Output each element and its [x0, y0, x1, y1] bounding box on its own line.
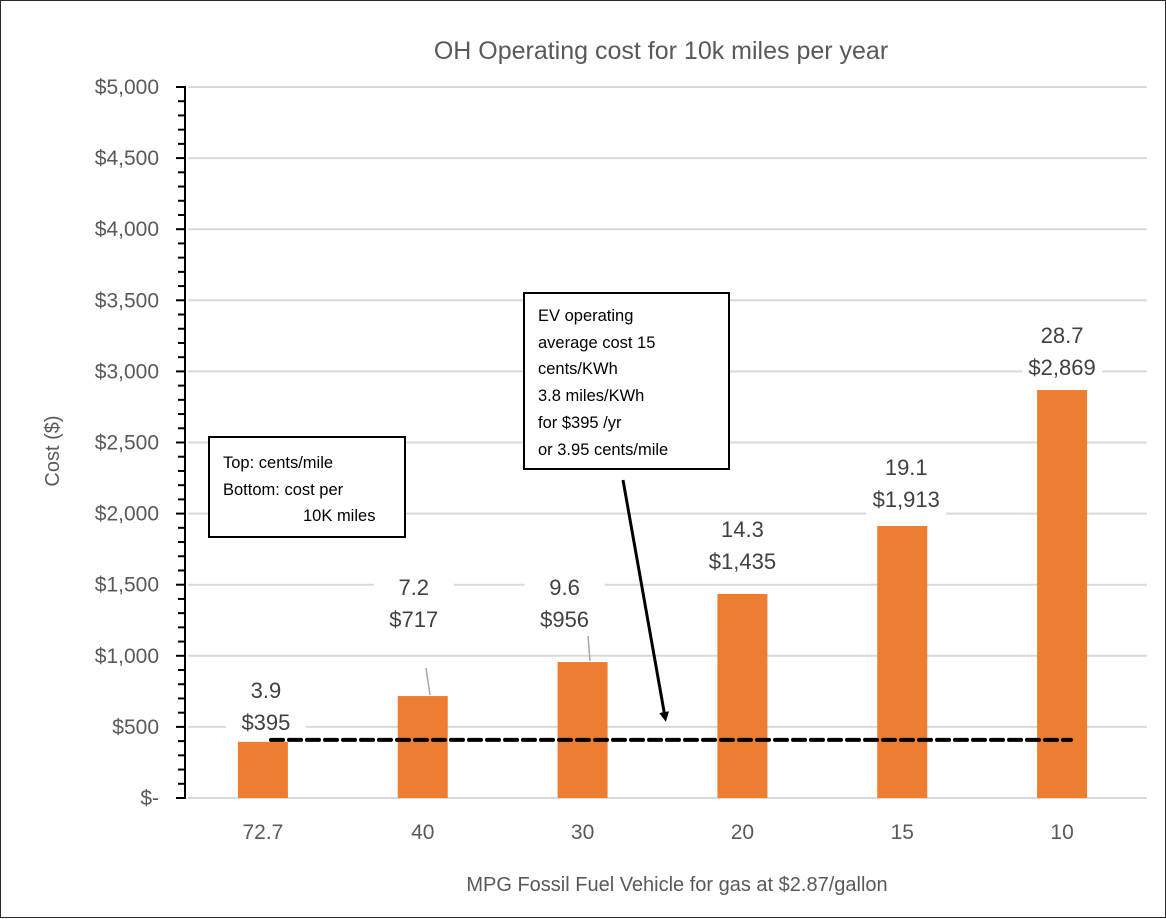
legend-note-line-2: Bottom: cost per [223, 481, 344, 499]
data-label-cost: $1,913 [873, 487, 940, 512]
data-label-cents-per-mile: 14.3 [721, 517, 764, 542]
bar [717, 593, 768, 798]
ev-note-line-4: 3.8 miles/KWh [538, 387, 644, 405]
x-tick-label: 20 [731, 821, 754, 844]
data-label-cost: $395 [241, 710, 290, 735]
y-tick-label: $500 [112, 716, 159, 739]
y-axis-title: Cost ($) [42, 415, 64, 486]
y-tick-label: $1,000 [95, 645, 159, 668]
y-tick-label: $3,500 [95, 289, 159, 312]
bar [1037, 390, 1088, 798]
ev-note-line-6: or 3.95 cents/mile [538, 441, 668, 459]
legend-note-box: Top: cents/mile Bottom: cost per 10K mil… [208, 436, 406, 538]
y-tick-label: $5,000 [95, 76, 159, 99]
data-labels: 3.9 $395 7.2 $717 9.6 $956 14.3 $1,435 19.1 $1,91… [225, 323, 1103, 738]
data-label-cents-per-mile: 9.6 [549, 575, 580, 600]
data-label-background [866, 455, 947, 515]
data-label-cost: $1,435 [709, 549, 776, 574]
x-tick-label: 10 [1050, 821, 1073, 844]
data-label-cents-per-mile: 28.7 [1041, 323, 1084, 348]
data-label-cost: $2,869 [1028, 355, 1095, 380]
data-label-background [225, 678, 306, 738]
ev-note-line-2: average cost 15 [538, 334, 655, 352]
y-tick-label: $2,000 [95, 503, 159, 526]
legend-note-line-3: 10K miles [303, 507, 375, 525]
y-tick-label: $1,500 [95, 574, 159, 597]
ev-note-line-5: for $395 /yr [538, 414, 622, 432]
x-axis: 72.7 40 30 20 15 10 [242, 821, 1073, 844]
data-label-cost: $956 [540, 607, 589, 632]
data-label-cents-per-mile: 7.2 [398, 575, 429, 600]
data-label-background [1022, 323, 1103, 383]
bar [397, 696, 448, 798]
bar [237, 741, 288, 798]
ev-note-line-1: EV operating [538, 307, 633, 325]
ev-note-arrow [621, 479, 670, 722]
data-label-background [702, 517, 783, 577]
data-label-background [373, 575, 454, 635]
data-label-leader-line [587, 635, 591, 662]
x-axis-title: MPG Fossil Fuel Vehicle for gas at $2.87… [466, 874, 887, 896]
bar [877, 525, 928, 798]
data-label-cents-per-mile: 19.1 [885, 455, 928, 480]
x-tick-label: 30 [571, 821, 594, 844]
ev-note-line-3: cents/KWh [538, 360, 618, 378]
data-label-background [524, 575, 605, 635]
x-tick-label: 72.7 [242, 821, 283, 844]
data-label-leader-line [425, 667, 431, 696]
data-label-cost: $717 [389, 607, 438, 632]
data-label-cents-per-mile: 3.9 [251, 678, 282, 703]
ev-note-box: EV operating average cost 15 cents/KWh 3… [523, 292, 730, 470]
x-tick-label: 40 [411, 821, 434, 844]
x-tick-label: 15 [891, 821, 914, 844]
bar [557, 662, 608, 798]
legend-note-line-1: Top: cents/mile [223, 454, 333, 472]
y-tick-label: $4,000 [95, 218, 159, 241]
y-tick-label: $2,500 [95, 432, 159, 455]
y-axis: $- $500 $1,000 $1,500 $2,000 $2,500 $3,000 $3,5… [95, 76, 186, 810]
chart-title: OH Operating cost for 10k miles per year [434, 37, 888, 65]
y-tick-label: $3,000 [95, 360, 159, 383]
y-tick-label: $4,500 [95, 147, 159, 170]
y-tick-label: $- [140, 787, 159, 810]
bars [237, 390, 1088, 798]
